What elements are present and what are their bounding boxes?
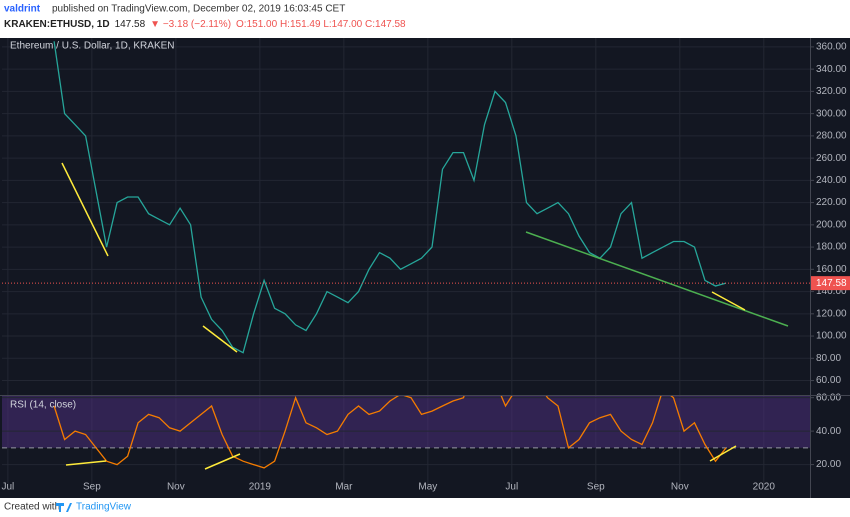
y-tick-label: 240.00 — [816, 175, 847, 186]
footer-brand: TradingView — [76, 502, 132, 513]
drawings — [61, 162, 789, 470]
y-tick-label: 80.00 — [816, 353, 841, 364]
y-tick-label: 120.00 — [816, 308, 847, 319]
y-tick-label: 320.00 — [816, 86, 847, 97]
axes: Jul Sep Nov 2019 Mar May Jul Sep Nov 2020 60.00 80.… — [1, 42, 850, 493]
y-tick-label: 220.00 — [816, 197, 847, 208]
x-tick-label: Sep — [587, 482, 605, 493]
footer-prefix: Created with — [4, 502, 60, 513]
last-price-box — [810, 276, 850, 291]
x-tick-label: Nov — [167, 482, 185, 493]
change: ▼ −3.18 (−2.11%) — [150, 19, 231, 30]
y-tick-label: 300.00 — [816, 108, 847, 119]
y-tick-label: 60.00 — [816, 392, 841, 403]
series-line — [53, 396, 727, 469]
rsi-band — [2, 396, 810, 448]
header-bg — [0, 0, 850, 38]
x-tick-label: Sep — [83, 482, 101, 493]
logo — [56, 503, 72, 512]
trend-line — [711, 291, 746, 311]
last-price-label: 147.58 — [816, 278, 847, 289]
x-tick-label: Nov — [671, 482, 689, 493]
trend-line — [61, 162, 109, 257]
trend-line — [204, 453, 241, 470]
x-tick-label: Jul — [505, 482, 518, 493]
ohlc: O:151.00 H:151.49 L:147.00 C:147.58 — [236, 19, 406, 30]
rsi-pane — [2, 396, 810, 488]
series-line — [53, 41, 727, 354]
x-tick-label: 2020 — [753, 482, 776, 493]
y-tick-label: 200.00 — [816, 219, 847, 230]
x-tick-label: Mar — [335, 482, 353, 493]
x-tick-label: Jul — [1, 482, 14, 493]
y-tick-label: 40.00 — [816, 426, 841, 437]
trend-line — [202, 325, 238, 353]
y-tick-label: 340.00 — [816, 64, 847, 75]
last: 147.58 — [115, 19, 146, 30]
footer-bg — [0, 498, 850, 517]
y-tick-label: 360.00 — [816, 42, 847, 53]
symbol-line: KRAKEN:ETHUSD, 1D 147.58 ▼ −3.18 (−2.11%) O… — [4, 19, 406, 30]
chart-title: Ethereum / U.S. Dollar, 1D, KRAKEN — [10, 41, 175, 52]
price-pane — [2, 38, 810, 395]
y-tick-label: 160.00 — [816, 264, 847, 275]
trend-line — [709, 445, 737, 462]
rsi-title: RSI (14, close) — [10, 400, 76, 411]
y-tick-label: 60.00 — [816, 375, 841, 386]
symbol: KRAKEN:ETHUSD, 1D — [4, 19, 110, 30]
y-tick-label: 180.00 — [816, 242, 847, 253]
y-tick-label: 260.00 — [816, 153, 847, 164]
y-tick-label: 140.00 — [816, 286, 847, 297]
trend-line — [65, 460, 107, 466]
x-tick-label: May — [418, 482, 437, 493]
published: published on TradingView.com, December 0… — [52, 4, 345, 15]
y-tick-label: 100.00 — [816, 331, 847, 342]
y-tick-label: 280.00 — [816, 131, 847, 142]
y-tick-label: 20.00 — [816, 459, 841, 470]
author: valdrint — [4, 4, 41, 15]
x-tick-label: 2019 — [249, 482, 272, 493]
